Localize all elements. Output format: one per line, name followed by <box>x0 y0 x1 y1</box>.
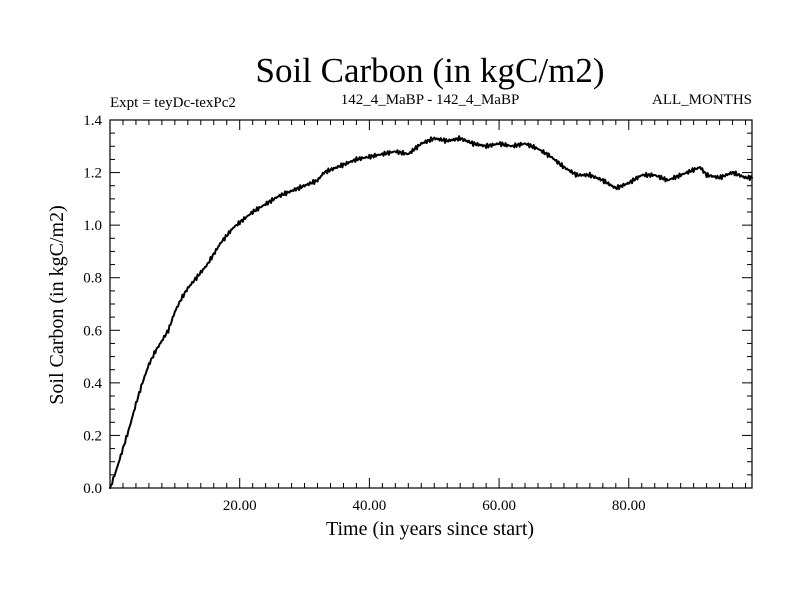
subtitle-left: Expt = teyDc-texPc2 <box>110 95 236 111</box>
x-tick-labels: 20.00 40.00 60.00 80.00 <box>223 498 646 514</box>
y-tick-label: 1.0 <box>83 218 102 234</box>
chart-title: Soil Carbon (in kgC/m2) <box>255 51 604 90</box>
axis-ticks <box>110 120 752 488</box>
x-axis-label: Time (in years since start) <box>326 518 534 540</box>
y-tick-label: 0.4 <box>83 376 102 392</box>
y-tick-labels: 0.0 0.2 0.4 0.6 0.8 1.0 1.2 1.4 <box>83 113 102 497</box>
y-axis-label: Soil Carbon (in kgC/m2) <box>46 205 68 404</box>
y-tick-label: 1.2 <box>83 166 102 182</box>
x-tick-label: 20.00 <box>223 498 257 514</box>
plot-area-frame <box>109 119 753 489</box>
y-tick-label: 0.8 <box>83 271 102 287</box>
y-tick-label: 0.2 <box>83 428 102 444</box>
x-tick-label: 60.00 <box>482 498 516 514</box>
series-line-soil-carbon <box>109 135 753 489</box>
y-tick-label: 0.0 <box>83 481 102 497</box>
x-tick-label: 40.00 <box>353 498 387 514</box>
subtitle-right: ALL_MONTHS <box>652 92 752 108</box>
y-tick-label: 1.4 <box>83 113 102 129</box>
y-tick-label: 0.6 <box>83 323 102 339</box>
x-tick-label: 80.00 <box>612 498 646 514</box>
subtitle-center: 142_4_MaBP - 142_4_MaBP <box>341 92 520 108</box>
